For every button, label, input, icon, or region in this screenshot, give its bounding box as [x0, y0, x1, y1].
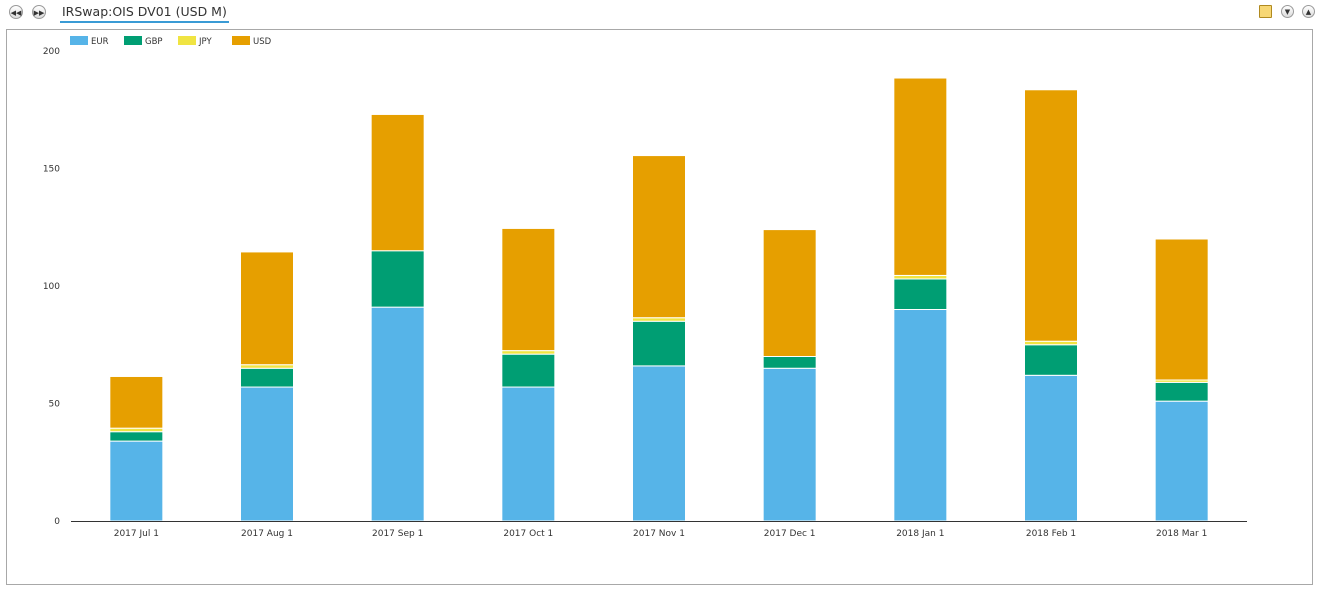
x-tick-label: 2018 Jan 1	[896, 529, 944, 539]
bar-segment-gbp	[1154, 381, 1209, 402]
toolbar: ◀◀ ▶▶ IRSwap:OIS DV01 (USD M) ▼ ▲	[0, 0, 1321, 26]
bar-segment-usd	[501, 227, 556, 352]
x-tick-label: 2017 Oct 1	[503, 529, 553, 539]
bar-segment-eur	[632, 365, 686, 522]
bar-segment-usd	[1154, 238, 1209, 381]
bar-segment-eur	[1024, 374, 1078, 522]
chart-panel: 0 50 100 150 200 2017 Jul 1 2017 Aug 1 2017 Sep…	[6, 29, 1313, 585]
bar-segment-gbp	[762, 356, 817, 369]
bar-segment-eur	[762, 367, 817, 522]
bar-segment-jpy	[893, 274, 948, 280]
bar-segment-jpy	[501, 350, 556, 355]
bar-segment-gbp	[632, 320, 686, 367]
tab-title[interactable]: IRSwap:OIS DV01 (USD M)	[60, 3, 229, 23]
legend-label-usd: USD	[253, 37, 272, 47]
bar-segment-usd	[893, 77, 948, 276]
x-tick-label: 2017 Jul 1	[114, 529, 159, 539]
y-tick-label: 150	[43, 165, 60, 175]
bar-segment-eur	[240, 386, 294, 522]
y-tick-label: 100	[43, 282, 60, 292]
legend-label-jpy: JPY	[198, 37, 212, 47]
bar-segment-eur	[893, 309, 948, 522]
bar-segment-eur	[1154, 400, 1209, 522]
legend-swatch-jpy	[178, 36, 196, 45]
x-tick-label: 2017 Nov 1	[633, 529, 685, 539]
bar-segment-gbp	[370, 250, 425, 308]
y-tick-label: 0	[54, 517, 60, 527]
bar-segment-jpy	[240, 364, 294, 369]
bar-segment-usd	[240, 251, 294, 366]
bar-segment-usd	[370, 113, 425, 252]
legend-swatch-usd	[232, 36, 250, 45]
x-tick-label: 2018 Mar 1	[1156, 529, 1207, 539]
bar-segment-usd	[762, 229, 817, 358]
y-tick-label: 50	[49, 400, 61, 410]
legend-label-eur: EUR	[91, 37, 109, 47]
legend-label-gbp: GBP	[145, 37, 163, 47]
bar-segment-gbp	[240, 367, 294, 388]
collapse-up-icon[interactable]: ▲	[1302, 5, 1315, 18]
bar-segment-usd	[1024, 89, 1078, 342]
bar-segment-gbp	[109, 431, 164, 442]
stacked-bar-chart: 0 50 100 150 200 2017 Jul 1 2017 Aug 1 2017 Sep…	[43, 36, 1247, 539]
x-tick-label: 2017 Aug 1	[241, 529, 293, 539]
bar-segment-gbp	[1024, 344, 1078, 376]
y-tick-label: 200	[43, 47, 60, 57]
bar-segment-jpy	[1024, 340, 1078, 346]
rewind-icon[interactable]: ◀◀	[9, 5, 23, 19]
bar-segment-eur	[370, 306, 425, 522]
bar-segment-gbp	[501, 353, 556, 388]
bar-segment-eur	[501, 386, 556, 522]
document-icon[interactable]	[1259, 5, 1272, 18]
fast-forward-icon[interactable]: ▶▶	[32, 5, 46, 19]
x-tick-label: 2017 Dec 1	[764, 529, 816, 539]
bar-segment-jpy	[632, 317, 686, 322]
bar-segment-eur	[109, 440, 164, 522]
legend-swatch-gbp	[124, 36, 142, 45]
bar-segment-usd	[109, 375, 164, 429]
x-tick-label: 2018 Feb 1	[1026, 529, 1076, 539]
x-tick-label: 2017 Sep 1	[372, 529, 423, 539]
bar-segment-gbp	[893, 278, 948, 310]
legend-swatch-eur	[70, 36, 88, 45]
bar-segment-jpy	[109, 427, 164, 433]
expand-down-icon[interactable]: ▼	[1281, 5, 1294, 18]
bar-segment-usd	[632, 155, 686, 319]
